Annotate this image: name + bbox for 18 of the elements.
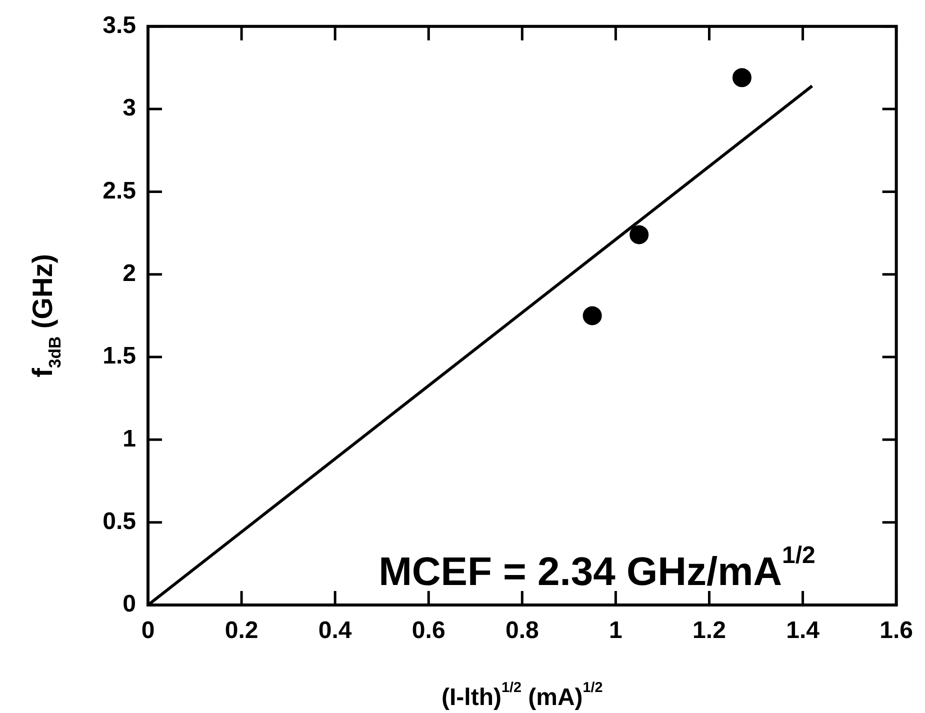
y-tick-label: 0	[122, 590, 136, 618]
x-tick-label: 1.2	[692, 617, 726, 644]
y-tick-label: 2.5	[102, 177, 136, 204]
x-tick-label: 1.4	[786, 617, 820, 644]
y-tick-label: 1	[122, 425, 136, 452]
x-tick-label: 0.8	[505, 617, 539, 644]
y-tick-label: 2	[122, 260, 136, 287]
y-tick-label: 1.5	[102, 342, 136, 370]
x-tick-label: 0.6	[412, 617, 446, 644]
x-tick-label: 1.6	[880, 617, 914, 644]
y-axis-title: f3dB (GHz)	[27, 254, 64, 378]
y-tick-label: 3	[122, 94, 136, 122]
x-tick-label: 1	[609, 617, 622, 644]
x-tick-label: 0.4	[318, 617, 352, 644]
y-tick-label: 3.5	[102, 12, 136, 40]
x-tick-label: 0	[141, 617, 155, 644]
y-tick-label: 0.5	[102, 508, 136, 535]
x-tick-label: 0.2	[224, 617, 258, 644]
